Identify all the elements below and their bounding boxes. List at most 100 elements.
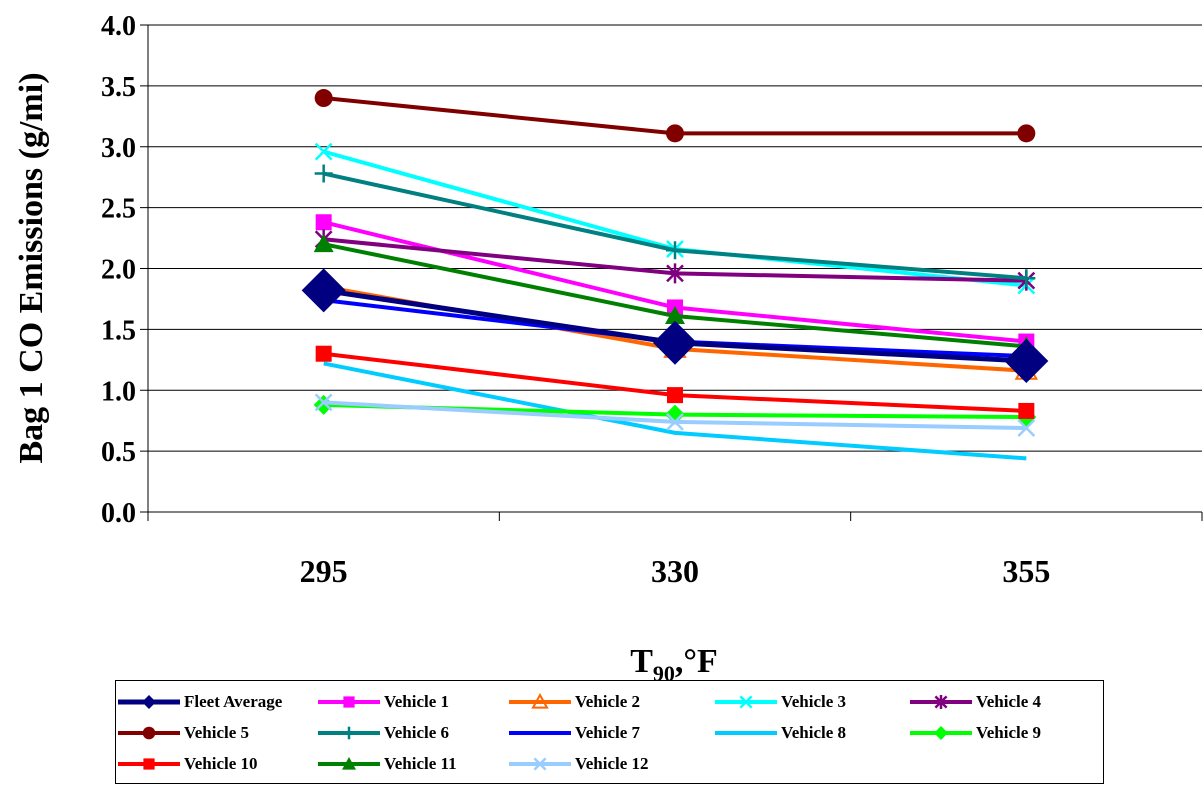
- data-point: [313, 394, 334, 415]
- y-tick-label: 1.0: [101, 376, 136, 407]
- y-axis-title: Bag 1 CO Emissions (g/mi): [13, 72, 50, 463]
- data-point: [315, 345, 332, 362]
- x-tick-label: 355: [1002, 553, 1050, 589]
- data-point: [315, 214, 332, 231]
- axis-labels: 0.0 0.5 1.0 1.5 2.0 2.5 3.0 3.5 4.0 295 330 355: [101, 11, 1050, 589]
- data-point: [342, 757, 356, 770]
- x-tick-label: 330: [651, 553, 699, 589]
- data-point: [666, 413, 684, 431]
- data-point: [934, 726, 948, 740]
- data-point: [342, 726, 356, 740]
- legend-label: Vehicle 12: [575, 754, 649, 773]
- legend-label: Fleet Average: [184, 692, 283, 711]
- series-vehicle-8: [323, 361, 1027, 461]
- legend-label: Vehicle 10: [184, 754, 258, 773]
- data-point: [665, 305, 685, 324]
- legend-swatch: [509, 692, 571, 709]
- y-tick-label: 2.0: [101, 255, 136, 286]
- legend-item: Vehicle 6: [316, 717, 449, 749]
- legend-label: Vehicle 3: [781, 692, 847, 711]
- legend-item: Fleet Average: [116, 686, 282, 718]
- y-tick-label: 2.5: [101, 194, 136, 225]
- legend-label: Vehicle 2: [575, 692, 641, 711]
- series-vehicle-12: [314, 393, 1036, 437]
- series-vehicle-6: [314, 164, 1036, 288]
- series-vehicle-10: [315, 345, 1035, 419]
- series-vehicle-4: [314, 229, 1036, 291]
- data-point: [343, 696, 355, 708]
- data-point: [142, 726, 156, 740]
- y-tick-label: 0.0: [101, 498, 136, 529]
- data-point: [313, 234, 334, 253]
- legend-item: Vehicle 1: [316, 686, 449, 718]
- axes: [140, 24, 1203, 521]
- marker-stroke: [314, 393, 333, 412]
- data-point: [1017, 419, 1036, 437]
- legend-item: Vehicle 11: [316, 748, 457, 780]
- data-point: [666, 263, 684, 284]
- data-point: [531, 692, 549, 709]
- legend-swatch: [118, 695, 180, 709]
- data-point: [934, 695, 948, 709]
- data-point: [301, 268, 346, 313]
- marker-stroke: [533, 757, 547, 771]
- legend-item: Vehicle 10: [116, 748, 258, 780]
- data-point: [314, 164, 333, 183]
- line-chart: 0.0 0.5 1.0 1.5 2.0 2.5 3.0 3.5 4.0 295 330 355 Bag…: [13, 11, 1203, 680]
- marker-stroke: [666, 413, 684, 431]
- legend-swatch: [318, 696, 380, 708]
- x-axis-title: T90,°F: [630, 643, 718, 680]
- legend-swatch: [715, 731, 777, 735]
- legend-item: Vehicle 5: [116, 717, 249, 749]
- legend-swatch: [910, 726, 972, 740]
- data-point: [314, 89, 333, 108]
- data-point: [665, 404, 685, 425]
- data-point: [666, 124, 684, 143]
- series-line: [323, 171, 1027, 281]
- legend-label: Vehicle 7: [575, 723, 641, 742]
- legend-item: Vehicle 7: [507, 717, 640, 749]
- data-point: [667, 387, 683, 404]
- legend-swatch: [715, 695, 777, 709]
- legend-label: Vehicle 1: [384, 692, 450, 711]
- series-line: [323, 361, 1027, 461]
- legend-label: Vehicle 8: [781, 723, 847, 742]
- legend-item: Vehicle 12: [507, 748, 649, 780]
- series-lines: [301, 89, 1049, 461]
- legend-swatch: [509, 731, 571, 735]
- legend-swatch: [318, 726, 380, 740]
- data-point: [314, 142, 333, 161]
- legend-item: Vehicle 9: [908, 717, 1041, 749]
- x-axis-title-main: T: [630, 643, 653, 680]
- legend-swatch: [118, 758, 180, 770]
- data-point: [314, 393, 333, 412]
- y-tick-label: 0.5: [101, 437, 136, 468]
- legend-swatch: [118, 726, 180, 740]
- legend-item: Vehicle 4: [908, 686, 1041, 718]
- legend-swatch: [910, 695, 972, 709]
- data-point: [142, 695, 156, 709]
- y-tick-label: 3.5: [101, 72, 136, 103]
- x-axis-title-subscript: 90: [653, 661, 675, 680]
- series-vehicle-5: [314, 89, 1036, 143]
- y-tick-label: 4.0: [101, 11, 136, 42]
- marker-stroke: [739, 695, 753, 709]
- data-point: [143, 758, 155, 770]
- data-point: [1017, 269, 1036, 288]
- legend-label: Vehicle 6: [384, 723, 450, 742]
- legend-label: Vehicle 4: [976, 692, 1042, 711]
- x-tick-label: 295: [300, 553, 348, 589]
- legend-swatch: [509, 757, 571, 771]
- y-tick-label: 1.5: [101, 315, 136, 346]
- data-point: [1017, 124, 1036, 143]
- legend-item: Vehicle 8: [713, 717, 846, 749]
- legend: Fleet Average Vehicle 1 Vehicle 2 Vehicle 3…: [115, 680, 1104, 784]
- data-point: [1018, 402, 1035, 419]
- data-point: [533, 757, 547, 771]
- marker-stroke: [1017, 419, 1036, 437]
- legend-label: Vehicle 5: [184, 723, 250, 742]
- data-point: [653, 320, 697, 365]
- marker-stroke: [314, 142, 333, 161]
- data-point: [666, 241, 684, 260]
- data-point: [739, 695, 753, 709]
